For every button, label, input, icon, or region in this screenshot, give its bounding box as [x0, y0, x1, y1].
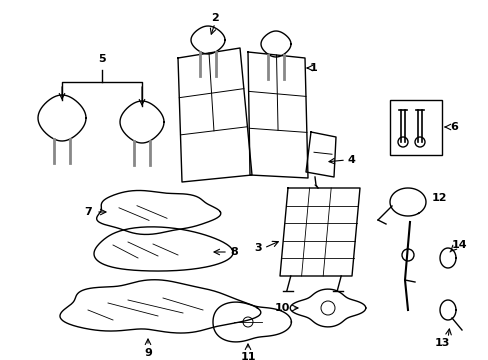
Text: 6: 6: [449, 122, 457, 132]
Text: 4: 4: [347, 155, 355, 165]
Text: 2: 2: [211, 13, 219, 23]
Text: 10: 10: [274, 303, 289, 313]
Text: 9: 9: [144, 348, 152, 358]
Text: 8: 8: [229, 247, 237, 257]
Text: 7: 7: [84, 207, 92, 217]
Text: 11: 11: [240, 352, 255, 360]
Text: 5: 5: [98, 54, 105, 64]
Text: 13: 13: [433, 338, 449, 348]
Text: 12: 12: [431, 193, 447, 203]
Text: 14: 14: [451, 240, 467, 250]
Bar: [389, 100, 441, 155]
Text: 3: 3: [254, 243, 262, 253]
Text: 1: 1: [309, 63, 317, 73]
